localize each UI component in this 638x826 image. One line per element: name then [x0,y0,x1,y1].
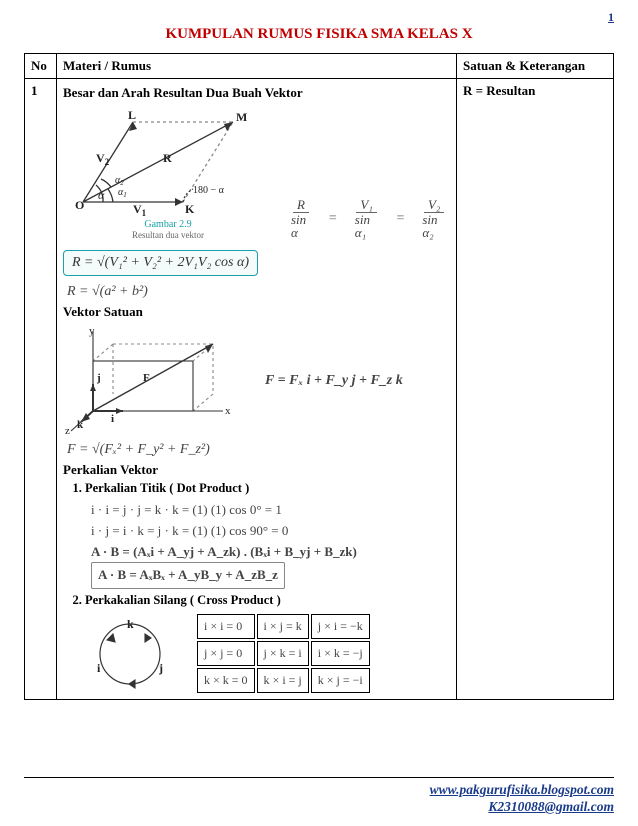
dot-product-box: A · B = AₓBₓ + A_yB_y + A_zB_z [91,562,285,589]
cell-satuan: R = Resultan [457,79,614,700]
header-no: No [25,54,57,79]
svg-text:y: y [89,326,95,337]
svg-text:z: z [65,425,70,436]
svg-text:L: L [128,108,136,122]
svg-text:i: i [111,413,114,425]
page-number: 1 [608,10,614,25]
page-title: KUMPULAN RUMUS FISIKA SMA KELAS X [24,26,614,43]
svg-text:M: M [236,110,247,124]
footer-email-link[interactable]: K2310088@gmail.com [488,799,614,814]
svg-text:O: O [75,198,84,212]
ijk-circle-icon: k j i [85,614,175,694]
svg-text:α2: α2 [115,175,124,187]
svg-text:V1: V1 [133,202,147,217]
svg-text:j: j [158,661,163,675]
heading-resultan: Besar dan Arah Resultan Dua Buah Vektor [63,85,450,101]
diagram-3d-box: x y z i j k F F = Fₓ i + F_y j + F_z k [63,326,450,436]
diagram-caption-sub: Resultan dua vektor [63,230,273,240]
svg-text:j: j [96,372,101,384]
diagram-caption: Gambar 2.9 [63,219,273,230]
svg-text:k: k [77,419,84,431]
svg-text:K: K [185,202,195,216]
formula-components: F = Fₓ i + F_y j + F_z k [265,373,403,389]
dot-product-heading: Perkalian Titik ( Dot Product ) [85,481,450,496]
diagram-parallelogram: L M O K R V2 V1 α α1 α2 180 − α [63,107,450,240]
cell-materi: Besar dan Arah Resultan Dua Buah Vektor [57,79,457,700]
perkalian-list-2: Perkakalian Silang ( Cross Product ) [85,593,450,608]
cross-identities: i × i = 0i × j = kj × i = −k j × j = 0j … [195,612,372,695]
sine-rule: Rsin α = V₁sin α₁ = V₂sin α₂ [287,198,450,240]
formula-resultan-simple: R = √(a² + b²) [67,284,450,300]
cell-no: 1 [25,79,57,700]
svg-text:α1: α1 [118,187,127,199]
formula-resultan-box: R = √(V₁² + V₂² + 2V₁V₂ cos α) [63,250,258,276]
footer: www.pakgurufisika.blogspot.com K2310088@… [430,782,614,816]
formula-magnitude: F = √(Fₓ² + F_y² + F_z²) [67,442,450,458]
svg-text:R: R [163,151,172,165]
table-row: 1 Besar dan Arah Resultan Dua Buah Vekto… [25,79,614,700]
svg-text:180 − α: 180 − α [193,185,225,196]
header-satuan: Satuan & Keterangan [457,54,614,79]
heading-vektor-satuan: Vektor Satuan [63,304,450,320]
footer-website-link[interactable]: www.pakgurufisika.blogspot.com [430,782,614,797]
formula-table: No Materi / Rumus Satuan & Keterangan 1 … [24,53,614,700]
heading-perkalian: Perkalian Vektor [63,462,450,478]
svg-text:x: x [225,405,231,417]
header-materi: Materi / Rumus [57,54,457,79]
cross-product-block: k j i i × i = 0i × j = kj × i = −k j × j… [85,612,450,695]
svg-text:V2: V2 [96,151,110,167]
svg-text:α: α [98,188,105,202]
cross-product-heading: Perkakalian Silang ( Cross Product ) [85,593,450,608]
dot-product-lines: i · i = j · j = k · k = (1) (1) cos 0° =… [91,500,450,589]
svg-text:i: i [97,661,101,675]
footer-rule [24,777,614,778]
perkalian-list: Perkalian Titik ( Dot Product ) [85,481,450,496]
svg-text:k: k [127,617,134,631]
svg-text:F: F [143,372,150,384]
